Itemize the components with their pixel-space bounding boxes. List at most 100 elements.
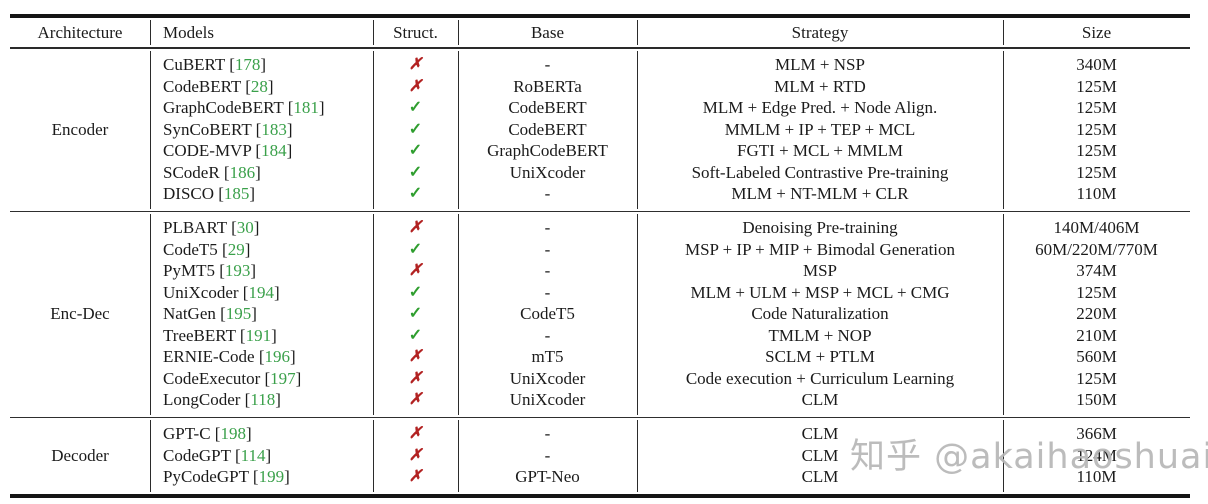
strategy-cell: MSP + IP + MIP + Bimodal Generation [684,239,956,259]
column-divider [458,51,460,209]
citation-ref: 197 [270,368,296,388]
column-divider [637,214,639,415]
architecture-label: Decoder [51,445,109,465]
size-cell: 340M [1076,55,1117,74]
base-model-cell: mT5 [531,347,564,366]
size-cell: 366M [1076,424,1117,443]
citation-ref: 183 [261,119,287,139]
strategy-cell: Code Naturalization [751,304,889,323]
strategy-cell: CLM [801,390,839,409]
column-divider [150,420,152,492]
column-divider [637,51,639,209]
citation-ref: 28 [250,76,268,96]
strategy-cell: SCLM + PTLM [765,347,875,366]
size-cell: 125M [1076,162,1117,182]
model-name-cell: LongCoder [118] [150,389,373,411]
column-divider [637,20,639,45]
base-model-cell: UniXcoder [509,390,586,409]
bracket-close: ] [267,76,274,96]
section-divider-rule [10,416,1190,418]
model-name: CuBERT [ [163,55,235,74]
base-model-cell: - [544,218,551,237]
base-model-cell: - [544,282,551,302]
header-size: Size [1081,23,1112,42]
size-cell: 125M [1076,76,1117,96]
model-name-cell: SCodeR [186] [150,162,373,184]
model-name: NatGen [ [163,304,226,323]
cross-icon: ✗ [408,425,423,442]
cross-icon: ✗ [408,56,423,73]
column-divider [637,420,639,492]
column-divider [1003,420,1005,492]
column-divider [150,20,152,45]
model-name-cell: SynCoBERT [183] [150,119,373,141]
model-name-cell: PyMT5 [193] [150,260,373,282]
column-divider [458,20,460,45]
model-name: DISCO [ [163,184,224,203]
bracket-close: ] [275,390,281,409]
bracket-close: ] [245,424,252,443]
model-name: SynCoBERT [ [163,119,262,139]
citation-ref: 191 [245,325,272,345]
model-name: GPT-C [ [163,424,221,443]
model-name-cell: GraphCodeBERT [181] [150,97,373,119]
table-section-encoder: Encoder CuBERT [178] ✗ - MLM + NSP 340M CodeBE… [10,49,1190,211]
base-model-cell: CodeT5 [520,304,575,323]
model-name-cell: CodeGPT [114] [150,445,373,467]
section-divider-rule [10,210,1190,212]
size-cell: 210M [1076,325,1117,345]
check-icon: ✓ [408,120,423,138]
cross-icon: ✗ [408,348,423,365]
citation-ref: 30 [236,218,254,237]
citation-ref: 199 [258,467,285,486]
citation-ref: 118 [250,390,276,409]
bracket-close: ] [249,184,256,203]
size-cell: 374M [1076,261,1117,280]
column-divider [1003,214,1005,415]
table-section-enc-dec: Enc-Dec PLBART [30] ✗ - Denoising Pre-traini… [10,212,1190,417]
cross-icon: ✗ [408,468,423,485]
check-icon: ✓ [408,163,423,181]
citation-ref: 194 [248,282,274,302]
base-model-cell: - [544,325,551,345]
citation-ref: 198 [220,424,246,443]
header-base: Base [530,23,565,42]
strategy-cell: MLM + RTD [774,76,866,96]
size-cell: 110M [1076,467,1117,486]
architecture-label: Encoder [51,119,109,139]
model-name-cell: GPT-C [198] [150,423,373,445]
size-cell: 125M [1076,282,1117,302]
strategy-cell: CLM [801,445,839,465]
model-name: CodeExecutor [ [163,368,271,388]
architecture-label: Enc-Dec [50,304,110,323]
model-name: UniXcoder [ [163,282,249,302]
model-name-cell: DISCO [185] [150,183,373,205]
size-cell: 220M [1076,304,1117,323]
table-section-decoder: Decoder GPT-C [198] ✗ - CLM 366M CodeGPT [114]… [10,418,1190,494]
citation-ref: 195 [225,304,252,323]
model-name-cell: ERNIE-Code [196] [150,346,373,368]
model-name: TreeBERT [ [163,325,246,345]
strategy-cell: MSP [802,261,838,280]
cross-icon: ✗ [408,446,423,464]
check-icon: ✓ [408,305,423,322]
check-icon: ✓ [408,240,423,258]
strategy-cell: TMLM + NOP [768,325,872,345]
header-struct: Struct. [393,23,438,42]
model-name: LongCoder [ [163,390,251,409]
bracket-close: ] [244,239,251,259]
strategy-cell: MLM + Edge Pred. + Node Align. [702,98,938,117]
base-model-cell: - [544,239,551,259]
model-name-cell: CodeBERT [28] [150,76,373,98]
header-models: Models [163,23,214,42]
column-divider [373,214,375,415]
model-name: CodeBERT [ [163,76,251,96]
base-model-cell: - [544,261,551,280]
check-icon: ✓ [408,283,423,301]
cross-icon: ✗ [408,369,423,387]
section-grid: Decoder GPT-C [198] ✗ - CLM 366M CodeGPT [114]… [10,423,1190,488]
check-icon: ✓ [408,99,423,116]
bracket-close: ] [318,98,325,117]
size-cell: 125M [1076,119,1117,139]
strategy-cell: FGTI + MCL + MMLM [737,141,903,160]
